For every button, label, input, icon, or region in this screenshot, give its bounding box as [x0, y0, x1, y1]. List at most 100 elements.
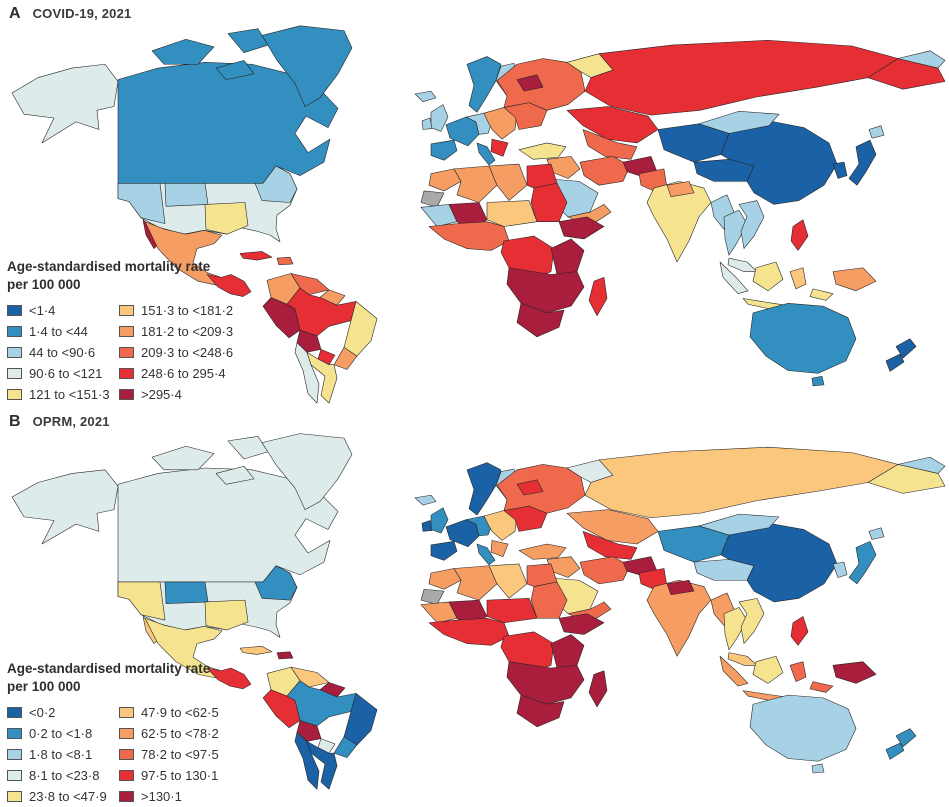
region-usa-ne [254, 165, 298, 203]
region-madagascar [588, 670, 608, 708]
region-india [646, 181, 712, 263]
region-greenland [261, 433, 353, 510]
legend-item: 209·3 to <248·6 [119, 345, 277, 360]
region-peru [262, 297, 301, 339]
region-australia [749, 302, 857, 374]
region-wsahara [420, 589, 445, 605]
region-usa-w [117, 182, 166, 224]
region-tasmania [811, 763, 825, 774]
region-bolivia [296, 720, 322, 742]
region-borneo [752, 655, 784, 684]
region-e-africa [550, 634, 585, 669]
legend-b: Age-standardised mortality rate per 100 … [7, 660, 279, 807]
region-png [832, 267, 877, 292]
region-brazil-south [333, 347, 358, 370]
region-sulawesi [789, 661, 807, 682]
region-italy [476, 142, 496, 166]
region-south-africa [516, 302, 565, 338]
legend-swatch [119, 368, 134, 380]
legend-item: 8·1 to <23·8 [7, 768, 119, 783]
panel-b-title: OPRM, 2021 [32, 414, 110, 429]
region-kazakh [566, 106, 659, 144]
region-balkans [490, 138, 509, 157]
region-mongolia [698, 110, 780, 134]
region-uk [430, 507, 449, 534]
region-scandinavia [466, 56, 502, 113]
region-peru [262, 689, 301, 729]
region-nz-south [885, 742, 905, 760]
region-c-america [206, 667, 252, 690]
legend-label: 1·8 to <8·1 [29, 747, 93, 763]
region-algeria [453, 565, 498, 601]
region-thailand [723, 209, 748, 256]
legend-label: 44 to <90·6 [29, 345, 96, 361]
region-chukotka [897, 50, 946, 69]
region-wsahara [420, 190, 445, 208]
region-usa-w [117, 581, 166, 621]
world-map-covid19 [11, 25, 946, 404]
region-venezuela [290, 273, 330, 295]
legend-swatch [7, 389, 22, 401]
legend-item: <0·2 [7, 705, 119, 720]
panel-a-letter: A [9, 5, 21, 22]
legend-swatch [7, 770, 22, 782]
region-vietnam [738, 598, 765, 644]
region-niger-chad [486, 200, 538, 227]
region-png [832, 661, 877, 684]
region-india-n [666, 181, 695, 198]
region-japan [848, 541, 877, 585]
legend-label: <1·4 [29, 303, 56, 319]
legend-label: 121 to <151·3 [29, 387, 110, 403]
region-horn [558, 613, 605, 635]
legend-label: 1·4 to <44 [29, 324, 88, 340]
legend-item: 151·3 to <181·2 [119, 303, 277, 318]
region-kazakh [566, 509, 659, 545]
legend-label: 23·8 to <47·9 [29, 789, 107, 805]
region-india [646, 579, 712, 657]
legend-swatch [119, 305, 134, 317]
legend-a-title-line2: per 100 000 [7, 276, 81, 292]
legend-swatch [119, 791, 134, 803]
legend-b-title: Age-standardised mortality rate per 100 … [7, 660, 279, 695]
region-cuba [239, 251, 273, 261]
legend-label: >130·1 [141, 789, 182, 805]
region-madagascar [588, 277, 608, 317]
region-hispaniola [276, 256, 294, 266]
region-arctic2 [227, 28, 269, 54]
region-w-africa [428, 617, 510, 646]
region-hokkaido [868, 125, 885, 139]
legend-label: 97·5 to 130·1 [141, 768, 219, 784]
region-new-zealand [895, 338, 917, 359]
legend-label: 62·5 to <78·2 [141, 726, 219, 742]
region-usa-s [204, 599, 249, 631]
region-iberia [430, 541, 458, 561]
region-russia-patch [516, 479, 544, 496]
region-thailand [723, 607, 748, 651]
region-hokkaido [868, 527, 885, 540]
region-usa-n [164, 581, 209, 605]
region-russia-sib [584, 39, 899, 116]
region-arctic3 [215, 60, 255, 80]
legend-swatch [7, 326, 22, 338]
legend-item: 181·2 to <209·3 [119, 324, 277, 339]
legend-label: 90·6 to <121 [29, 366, 103, 382]
legend-b-title-line1: Age-standardised mortality rate [7, 661, 211, 676]
region-cuba [239, 646, 273, 655]
region-greenland [261, 25, 353, 107]
region-arctic2 [227, 436, 269, 460]
region-niger-chad [486, 598, 538, 624]
region-italy [476, 543, 496, 566]
legend-swatch [119, 707, 134, 719]
region-russia-patch [516, 74, 544, 92]
region-usa-ne [254, 565, 298, 601]
legend-item: 47·9 to <62·5 [119, 705, 277, 720]
legend-item: >295·4 [119, 387, 277, 402]
region-china-e [720, 522, 838, 603]
region-sulawesi [789, 267, 807, 290]
legend-b-items: <0·2 0·2 to <1·8 1·8 to <8·1 8·1 to <23·8 23… [7, 702, 279, 807]
region-scandinavia [466, 462, 502, 516]
region-malaysia [727, 257, 758, 272]
region-russia-sib [584, 446, 899, 519]
legend-swatch [7, 347, 22, 359]
region-c-asia [582, 531, 638, 560]
